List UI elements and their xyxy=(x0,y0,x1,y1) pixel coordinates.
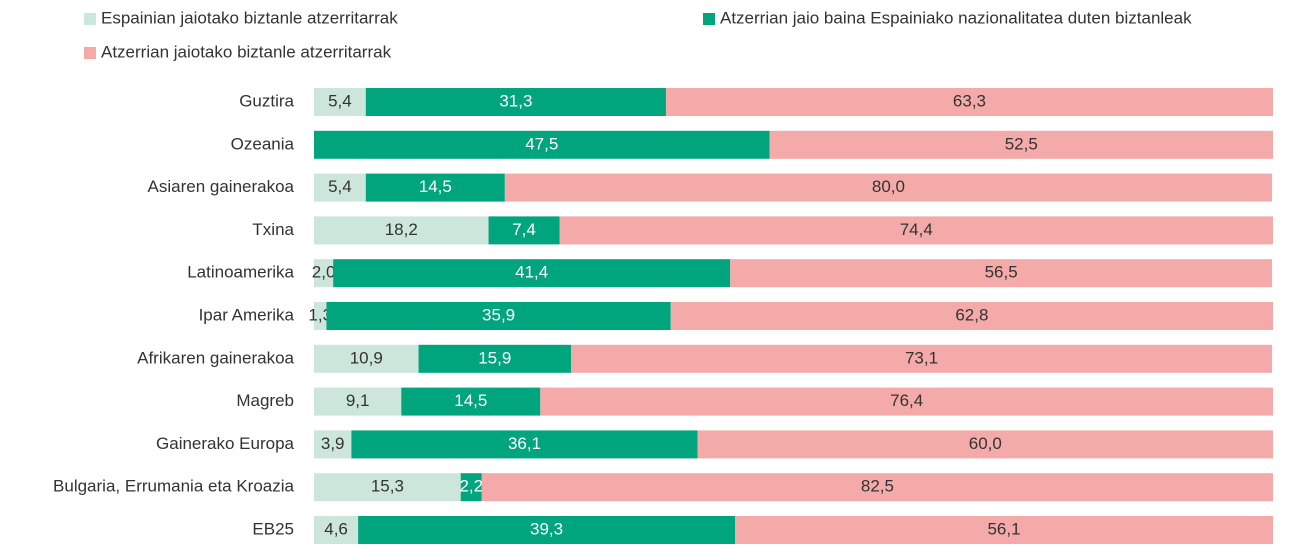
bar-segment xyxy=(488,216,560,245)
legend-label: Espainian jaiotako biztanle atzerritarra… xyxy=(101,8,398,27)
value-label: 10,9 xyxy=(350,348,383,367)
y-tick-label: EB25 xyxy=(252,519,294,538)
y-tick-label: Magreb xyxy=(236,391,294,410)
y-tick-label: Bulgaria, Errumania eta Kroazia xyxy=(53,477,295,496)
bar-segment xyxy=(571,344,1273,373)
value-label: 15,3 xyxy=(371,477,404,496)
legend-label: Atzerrian jaio baina Espainiako nazional… xyxy=(720,8,1192,27)
bar-segment xyxy=(401,387,541,416)
legend-swatch xyxy=(703,13,715,25)
y-tick-label: Latinoamerika xyxy=(187,263,294,282)
bar-segment xyxy=(460,473,482,502)
value-label: 60,0 xyxy=(969,434,1002,453)
value-label: 39,3 xyxy=(530,519,563,538)
bar-segment xyxy=(351,430,698,459)
y-tick-label: Guztira xyxy=(239,91,294,110)
y-tick-label: Ozeania xyxy=(231,134,295,153)
bar-segment xyxy=(769,130,1273,159)
value-label: 15,9 xyxy=(478,348,511,367)
value-label: 63,3 xyxy=(953,91,986,110)
bar-segment xyxy=(314,302,327,330)
value-label: 5,4 xyxy=(328,177,352,196)
bar-segment xyxy=(314,430,352,459)
value-label: 47,5 xyxy=(525,134,558,153)
value-label: 14,5 xyxy=(454,391,487,410)
bar-segment xyxy=(314,216,489,245)
value-label: 52,5 xyxy=(1005,134,1038,153)
bar-segment xyxy=(314,259,334,288)
bar-segment xyxy=(314,516,359,544)
bar-segment xyxy=(365,173,505,202)
bar-segment xyxy=(314,88,366,116)
value-label: 76,4 xyxy=(890,391,923,410)
legend-label: Atzerrian jaiotako biztanle atzerritarra… xyxy=(101,42,392,61)
value-label: 9,1 xyxy=(346,391,370,410)
bar-segment xyxy=(365,88,666,116)
bar-segment xyxy=(314,344,419,373)
bar-segment xyxy=(481,473,1273,502)
value-label: 2,2 xyxy=(459,477,483,496)
bar-segment xyxy=(358,516,736,544)
bar-segment xyxy=(730,259,1273,288)
value-label: 80,0 xyxy=(872,177,905,196)
value-label: 14,5 xyxy=(419,177,452,196)
bar-segment xyxy=(735,516,1273,544)
bar-segment xyxy=(665,88,1273,116)
legend-swatch xyxy=(84,13,96,25)
value-label: 56,5 xyxy=(985,263,1018,282)
value-label: 3,9 xyxy=(321,434,345,453)
value-label: 62,8 xyxy=(955,305,988,324)
y-tick-label: Txina xyxy=(252,220,294,239)
value-label: 7,4 xyxy=(512,220,536,239)
value-label: 73,1 xyxy=(905,348,938,367)
bar-segment xyxy=(333,259,731,288)
bar-segment xyxy=(314,173,366,202)
value-label: 5,4 xyxy=(328,91,352,110)
y-tick-label: Ipar Amerika xyxy=(199,305,295,324)
value-label: 31,3 xyxy=(499,91,532,110)
value-label: 56,1 xyxy=(987,519,1020,538)
value-label: 18,2 xyxy=(385,220,418,239)
value-label: 74,4 xyxy=(900,220,933,239)
bar-segment xyxy=(314,387,402,416)
y-tick-label: Asiaren gainerakoa xyxy=(148,177,295,196)
bar-segment xyxy=(670,302,1273,330)
value-label: 4,6 xyxy=(324,519,348,538)
bar-segment xyxy=(540,387,1273,416)
value-label: 82,5 xyxy=(861,477,894,496)
bar-segment xyxy=(697,430,1273,459)
value-label: 1,3 xyxy=(308,305,332,324)
value-label: 36,1 xyxy=(508,434,541,453)
y-tick-label: Gainerako Europa xyxy=(156,434,295,453)
bar-segment xyxy=(326,302,671,330)
bar-segment xyxy=(314,130,770,159)
value-label: 2,0 xyxy=(312,263,336,282)
bar-segment xyxy=(559,216,1273,245)
bar-segment xyxy=(314,473,461,502)
value-label: 35,9 xyxy=(482,305,515,324)
y-tick-label: Afrikaren gainerakoa xyxy=(137,348,294,367)
legend-swatch xyxy=(84,47,96,59)
bar-segment xyxy=(504,173,1273,202)
value-label: 41,4 xyxy=(515,263,548,282)
bar-segment xyxy=(418,344,572,373)
